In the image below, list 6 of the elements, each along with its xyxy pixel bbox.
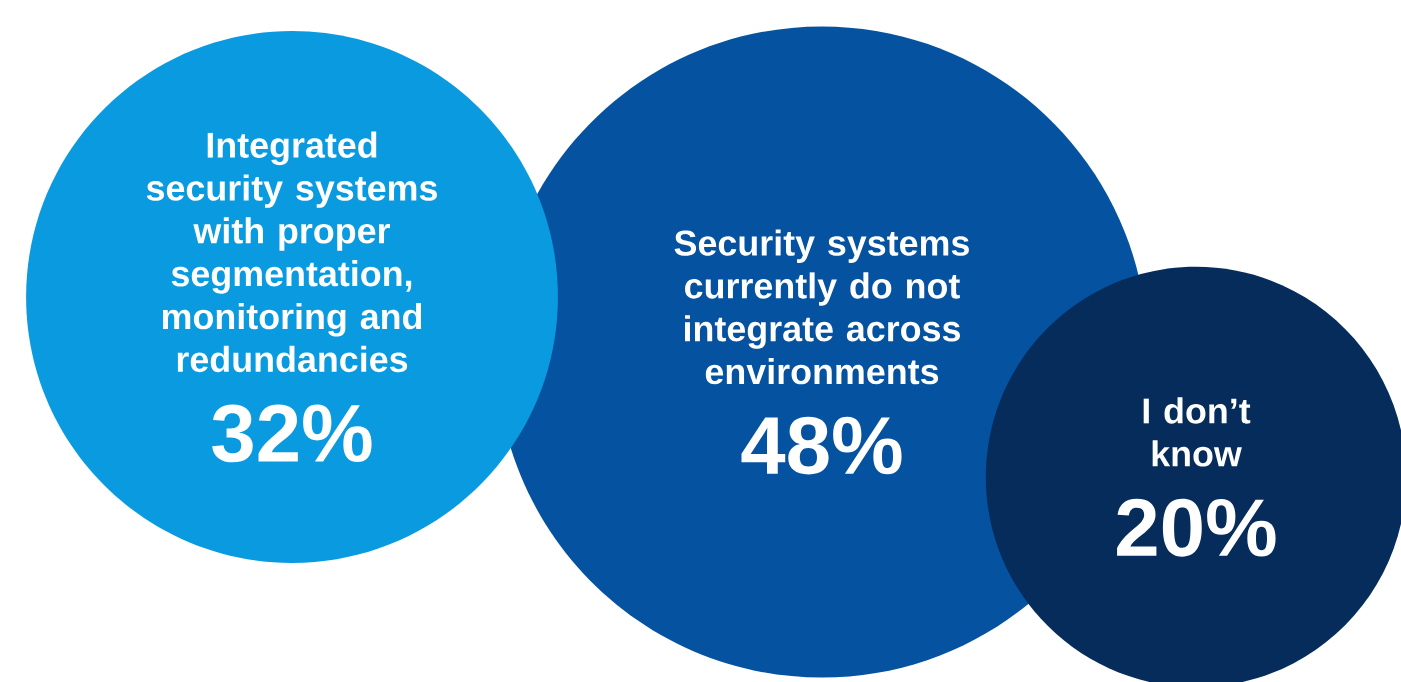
category-label: Integrated security systems with proper segmentation, monitoring and redundancies [146,131,437,373]
data-label: 20% [1117,498,1276,557]
data-label: 48% [741,416,902,475]
category-label: Security systems currently do not integrate across environments [674,229,969,385]
category-label: I don’t know [1143,397,1251,467]
data-label: 32% [212,404,372,463]
